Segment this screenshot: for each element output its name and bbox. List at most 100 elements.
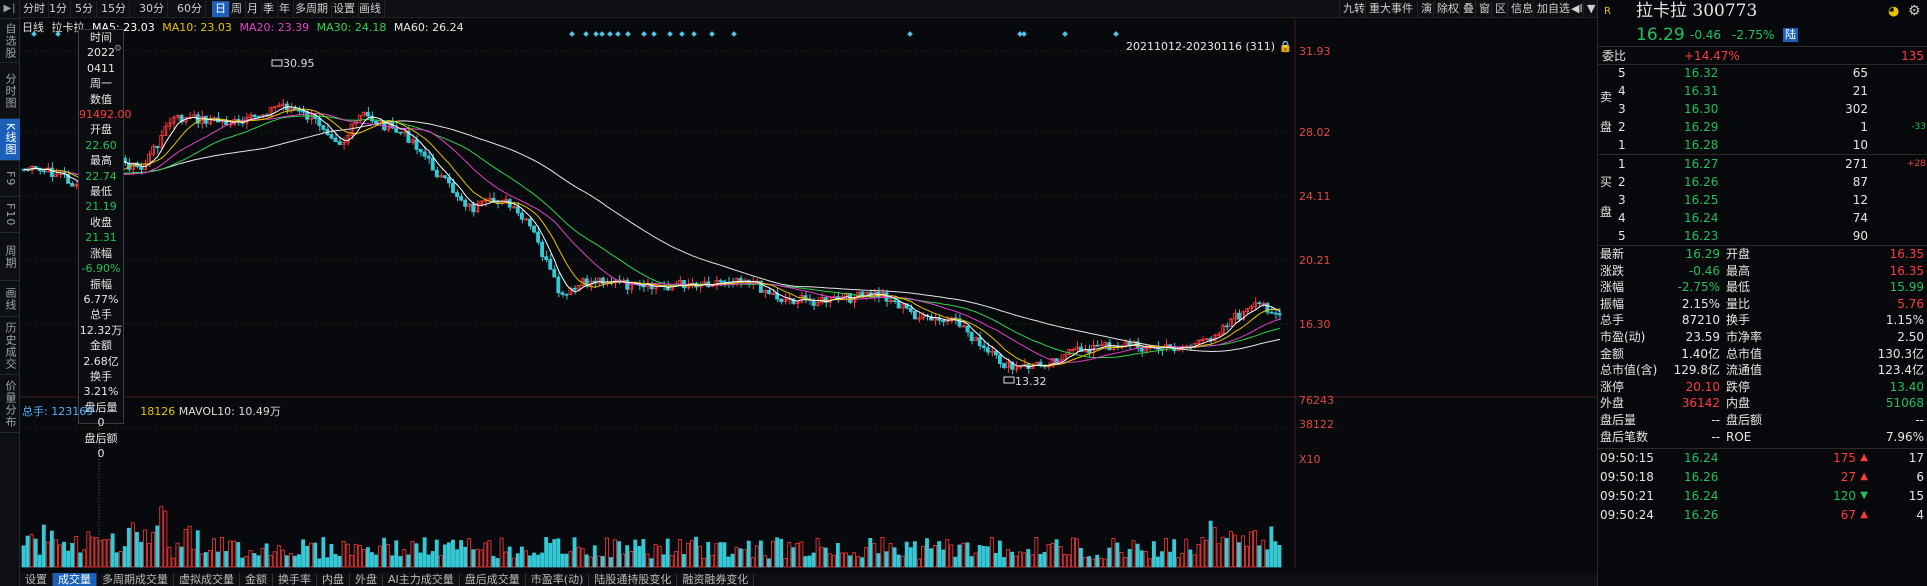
period-tab-5[interactable]: 60分 (174, 1, 206, 17)
volume-bar (1200, 537, 1205, 568)
period-tab-10[interactable]: 年 (276, 1, 294, 17)
indicator-tab-4[interactable]: 金额 (240, 573, 273, 586)
candle-body (1176, 348, 1181, 352)
sell-row[interactable]: 3 16.30 302 (1598, 100, 1927, 118)
quote-panel: R 拉卡拉 300773 ◕ ⚙ 16.29 -0.46 -2.75% 陆 委比… (1597, 0, 1927, 586)
candle-body (548, 259, 553, 270)
buy-row[interactable]: 4 16.24 74 (1598, 209, 1927, 227)
lock-icon[interactable]: 🔒 (1278, 40, 1293, 53)
period-tab-4[interactable]: 30分 (136, 1, 168, 17)
volume-bar (1224, 538, 1229, 568)
toolbar-right-3[interactable]: 除权 (1433, 1, 1462, 17)
toolbar-right-8[interactable]: 加自选 (1533, 1, 1573, 17)
stat-label: 内盘 (1726, 396, 1751, 411)
indicator-tab-12[interactable]: 融资融券变化 (677, 573, 755, 586)
candle-body (365, 111, 370, 117)
candle-body (864, 292, 869, 296)
period-tab-7[interactable]: 周 (228, 1, 246, 17)
stat-label: 盘后额 (1726, 413, 1763, 427)
candle-body (167, 122, 172, 128)
sell-row[interactable]: 4 16.31 21 (1598, 82, 1927, 100)
toolbar-right-2[interactable]: 演 (1417, 1, 1435, 17)
info-row: 总手 (90, 308, 112, 322)
price-tick: 31.93 (1299, 45, 1331, 58)
period-tab-11[interactable]: 多周期 (292, 1, 332, 17)
period-tab-8[interactable]: 月 (244, 1, 262, 17)
indicator-tab-6[interactable]: 内盘 (317, 573, 350, 586)
indicator-tab-2[interactable]: 多周期成交量 (97, 573, 174, 586)
period-tab-13[interactable]: 画线 (356, 1, 385, 17)
volume-bar (1111, 538, 1116, 568)
sell-level: 4 (1618, 84, 1626, 98)
volume-bar (1115, 542, 1120, 568)
period-tab-6[interactable]: 日 (212, 1, 230, 17)
volume-bar (576, 546, 581, 568)
indicator-tab-3[interactable]: 虚拟成交量 (174, 573, 240, 586)
indicator-tab-0[interactable]: 设置 (20, 573, 53, 586)
kline-chart[interactable]: 31.93 28.02 24.11 20.21 16.30 76243 38122 X10 30… (20, 19, 1597, 586)
indicator-tab-7[interactable]: 外盘 (350, 573, 383, 586)
collapse-button[interactable]: ▶| (0, 0, 20, 19)
candle-body (1070, 348, 1075, 351)
sell-row[interactable]: 2 16.29 1 -33 (1598, 118, 1927, 136)
toolbar-right-0[interactable]: 九转 (1339, 1, 1368, 17)
weibi-value: +14.47% (1684, 49, 1740, 63)
nav-6[interactable]: 画线 (0, 281, 20, 317)
event-marker (691, 31, 697, 37)
sell-row[interactable]: 5 16.32 65 (1598, 64, 1927, 82)
indicator-tab-10[interactable]: 市盈率(动) (526, 573, 590, 586)
toolbar-right-1[interactable]: 重大事件 (1365, 1, 1416, 17)
period-tab-9[interactable]: 季 (260, 1, 278, 17)
period-tab-12[interactable]: 设置 (330, 1, 359, 17)
volume-bar (1054, 539, 1059, 568)
toolbar-right-5[interactable]: 窗 (1475, 1, 1493, 17)
buy-row[interactable]: 2 16.26 87 (1598, 173, 1927, 191)
buy-row[interactable]: 1 16.27 271 +28 (1598, 155, 1927, 173)
indicator-tab-11[interactable]: 陆股通持股变化 (589, 573, 678, 586)
volume-bar (1192, 554, 1197, 568)
buy-row[interactable]: 5 16.23 90 (1598, 227, 1927, 245)
nav-5[interactable]: 周期 (0, 233, 20, 281)
candle-body (900, 303, 905, 309)
toolbar-right-6[interactable]: 区 (1491, 1, 1509, 17)
volume-bar (941, 549, 946, 568)
sell-row[interactable]: 1 16.28 10 (1598, 136, 1927, 154)
volume-bar (1277, 545, 1282, 568)
period-tab-2[interactable]: 5分 (72, 1, 97, 17)
nav-2[interactable]: K线图 (0, 119, 20, 161)
stat-label: 最低 (1726, 280, 1751, 295)
nav-1[interactable]: 分时图 (0, 63, 20, 119)
volume-bar (1151, 541, 1156, 568)
indicator-tab-5[interactable]: 换手率 (273, 573, 317, 586)
candle-body (783, 298, 788, 303)
buy-row[interactable]: 3 16.25 12 (1598, 191, 1927, 209)
volume-bar (819, 546, 824, 568)
nav-7[interactable]: 历史成交 (0, 317, 20, 375)
indicator-tab-9[interactable]: 盘后成交量 (460, 573, 526, 586)
color-wheel-icon[interactable]: ◕ (1888, 4, 1900, 19)
toolbar-right-10[interactable]: ▼ (1583, 1, 1598, 17)
candle-body (159, 135, 164, 149)
candle-body (718, 280, 723, 282)
settings-gear-icon[interactable]: ⚙ (1908, 3, 1921, 19)
nav-3[interactable]: F9 (0, 161, 20, 197)
nav-4[interactable]: F10 (0, 197, 20, 233)
stat-label: 最高 (1726, 263, 1751, 278)
nav-8[interactable]: 价量分布 (0, 375, 20, 433)
period-tab-3[interactable]: 15分 (98, 1, 130, 17)
buy-price: 16.25 (1684, 193, 1719, 207)
info-row: -6.90% (81, 262, 121, 276)
indicator-tab-8[interactable]: AI主力成交量 (383, 573, 460, 586)
toolbar-right-9[interactable]: ◀I (1567, 1, 1586, 17)
nav-0[interactable]: 自选股 (0, 19, 20, 63)
indicator-tab-1[interactable]: 成交量 (53, 573, 97, 586)
info-settings-icon[interactable]: ⚙ (113, 44, 122, 54)
volume-bar (556, 538, 561, 568)
toolbar-right-4[interactable]: 叠 (1459, 1, 1477, 17)
period-tab-0[interactable]: 分时 (20, 1, 49, 17)
toolbar-right-7[interactable]: 信息 (1507, 1, 1536, 17)
volume-bar (1135, 543, 1140, 568)
candle-body (33, 166, 38, 169)
buy-level: 2 (1618, 175, 1626, 189)
period-tab-1[interactable]: 1分 (46, 1, 71, 17)
